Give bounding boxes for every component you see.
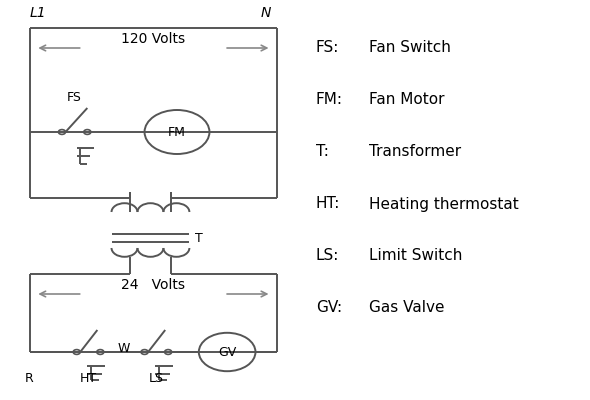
Text: HT:: HT: <box>316 196 340 212</box>
Text: T: T <box>195 232 203 244</box>
Text: HT: HT <box>80 372 97 385</box>
Text: Transformer: Transformer <box>369 144 461 160</box>
Text: FS:: FS: <box>316 40 339 56</box>
Text: L1: L1 <box>30 6 46 20</box>
Text: FM:: FM: <box>316 92 343 108</box>
Text: Fan Switch: Fan Switch <box>369 40 451 56</box>
Text: Gas Valve: Gas Valve <box>369 300 444 316</box>
Text: FM: FM <box>168 126 186 138</box>
Text: Limit Switch: Limit Switch <box>369 248 462 264</box>
Text: Heating thermostat: Heating thermostat <box>369 196 519 212</box>
Text: W: W <box>118 342 130 354</box>
Text: GV: GV <box>218 346 236 358</box>
Text: LS: LS <box>149 372 164 385</box>
Text: LS:: LS: <box>316 248 339 264</box>
Text: FS: FS <box>66 91 81 104</box>
Text: R: R <box>25 372 34 385</box>
Text: GV:: GV: <box>316 300 342 316</box>
Text: Fan Motor: Fan Motor <box>369 92 444 108</box>
Text: T:: T: <box>316 144 329 160</box>
Text: 120 Volts: 120 Volts <box>122 32 185 46</box>
Text: 24   Volts: 24 Volts <box>122 278 185 292</box>
Text: N: N <box>261 6 271 20</box>
